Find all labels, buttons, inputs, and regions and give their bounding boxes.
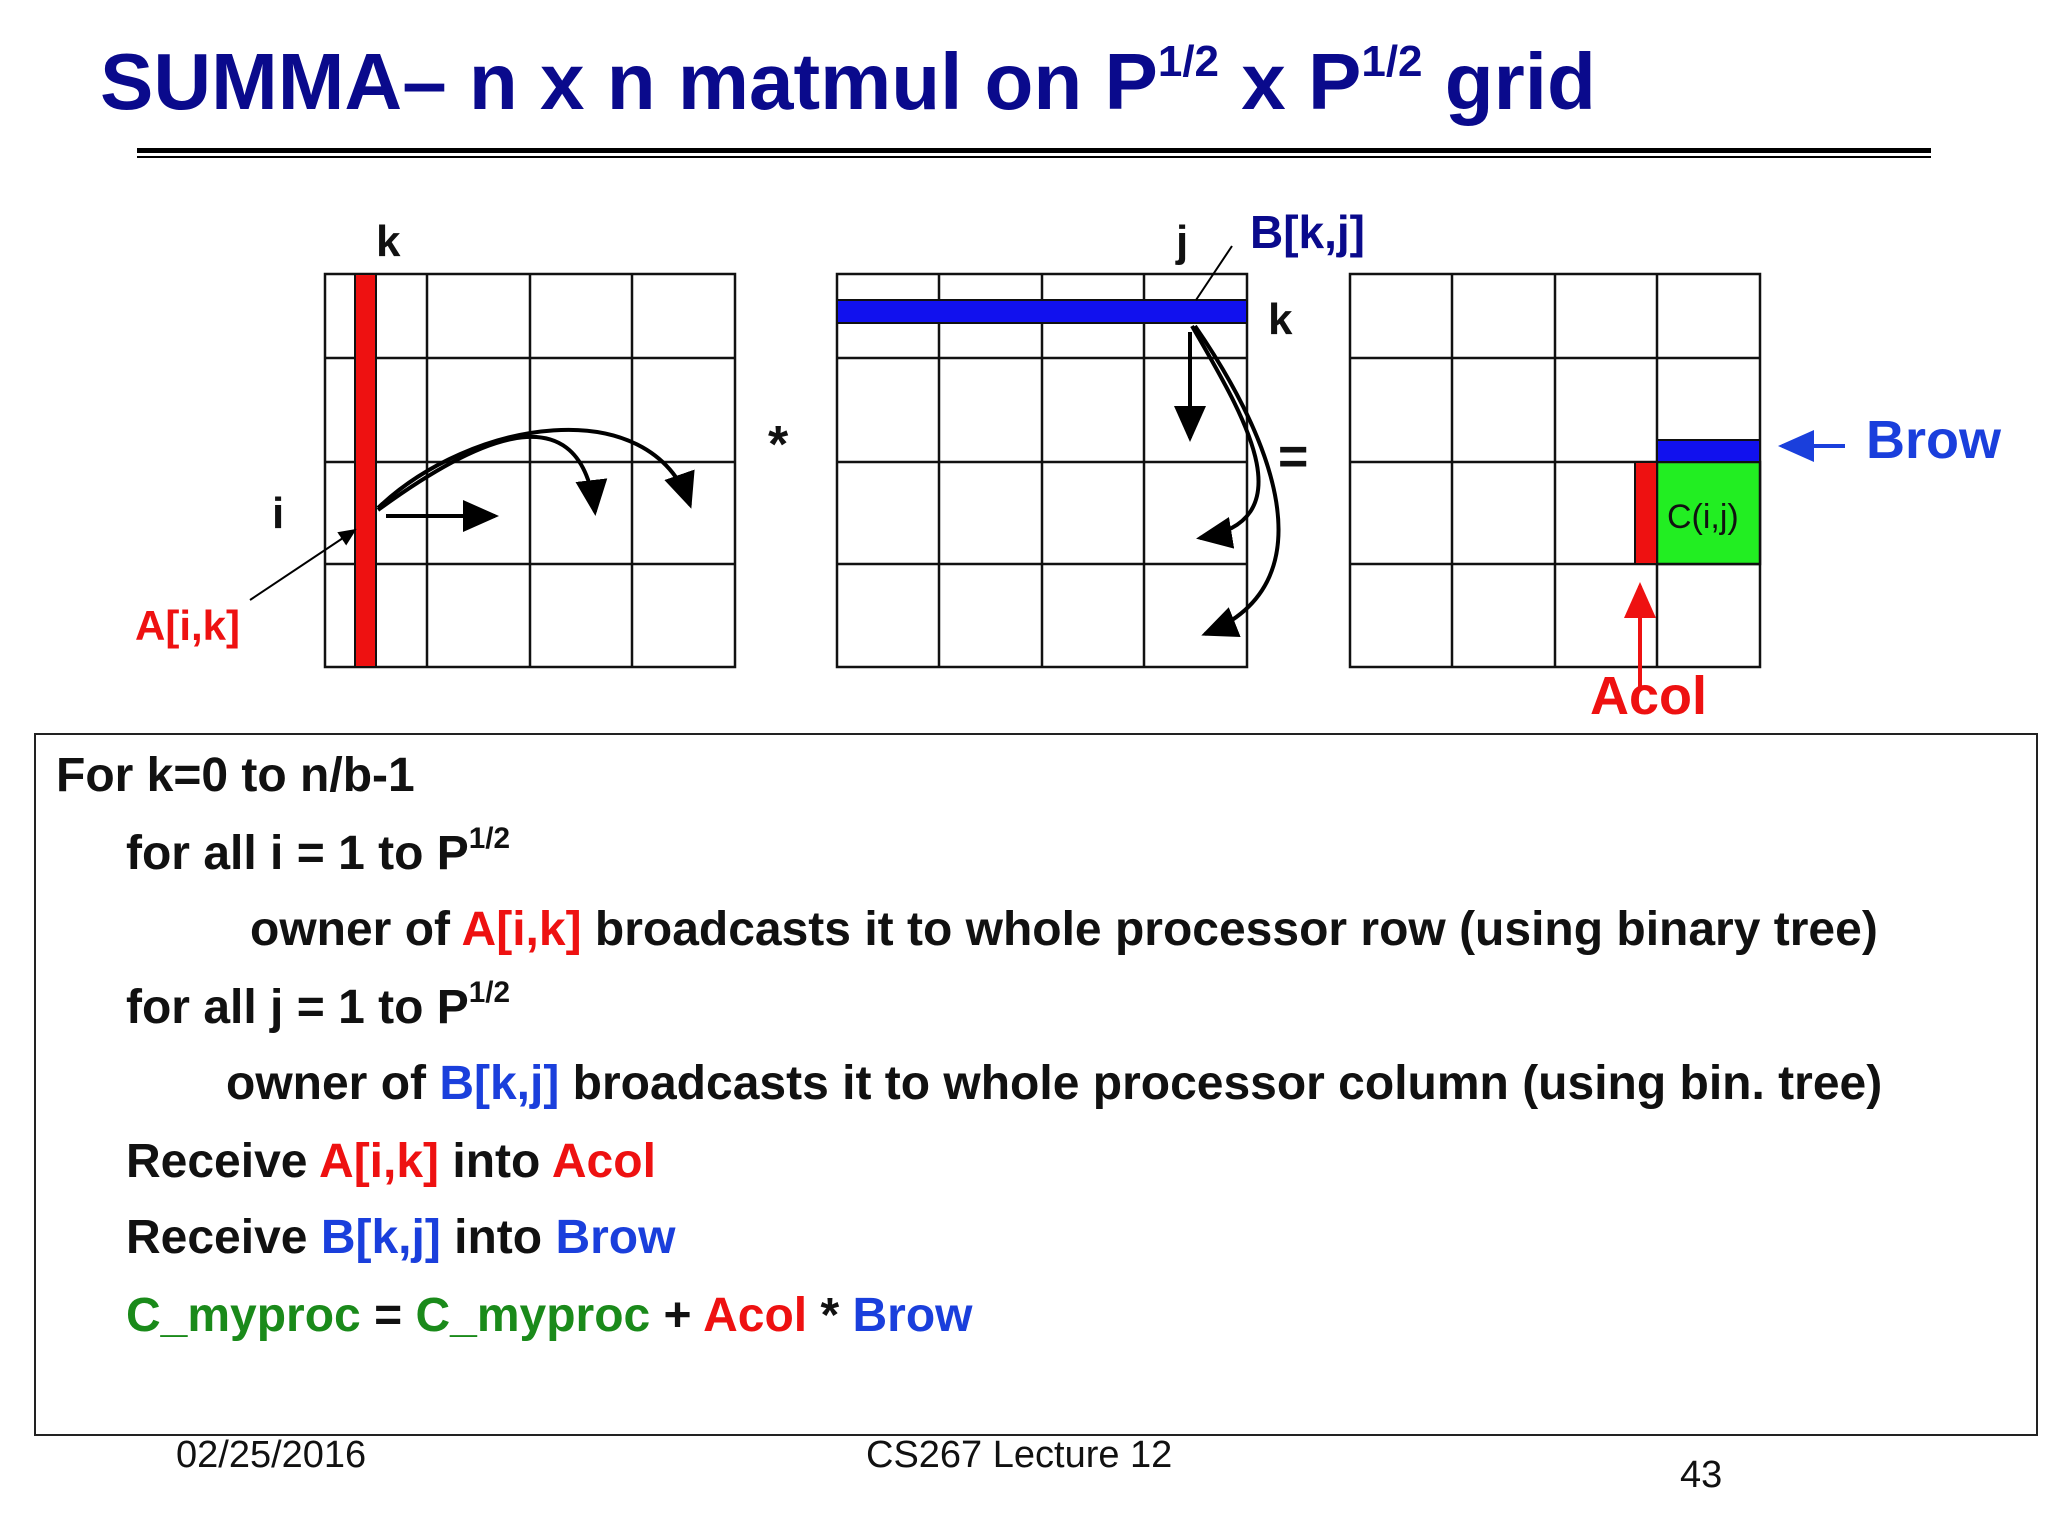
footer-page-number: 43	[1680, 1454, 1723, 1496]
algo-line-6: Receive A[i,k] into Acol	[126, 1135, 656, 1188]
op-equals: =	[1278, 428, 1308, 486]
brow-strip	[1656, 439, 1761, 463]
acol-strip	[1634, 461, 1658, 565]
algo-line-3: owner of A[i,k] broadcasts it to whole p…	[250, 903, 1878, 956]
label-cij: C(i,j)	[1667, 498, 1739, 536]
a-column-strip	[354, 273, 377, 668]
op-times: *	[768, 416, 789, 474]
label-k-b: k	[1268, 295, 1293, 344]
label-j: j	[1175, 217, 1188, 266]
algo-line-5: owner of B[k,j] broadcasts it to whole p…	[226, 1057, 1883, 1110]
label-i: i	[272, 489, 284, 538]
label-k-a: k	[376, 217, 401, 266]
algorithm-box	[34, 733, 2038, 1436]
aik-pointer	[249, 528, 357, 601]
label-bkj: B[k,j]	[1250, 206, 1365, 258]
bkj-pointer	[1195, 245, 1233, 301]
title-rule-thick	[137, 148, 1931, 153]
matrix-b-grid	[835, 272, 1249, 669]
algo-line-7: Receive B[k,j] into Brow	[126, 1211, 676, 1264]
slide-title: SUMMA– n x n matmul on P1/2 x P1/2 grid	[100, 37, 1596, 126]
algo-line-4: for all j = 1 to P1/2	[126, 976, 511, 1034]
title-rule-thin	[137, 156, 1931, 158]
b-row-strip	[836, 299, 1248, 324]
label-aik: A[i,k]	[135, 602, 240, 649]
algo-line-1: For k=0 to n/b-1	[56, 749, 415, 802]
summa-diagram: k i A[i,k] * j B[k,j] k = C(i,j) Brow Ac…	[135, 206, 2002, 726]
algo-line-2: for all i = 1 to P1/2	[126, 822, 511, 880]
footer-date: 02/25/2016	[176, 1434, 367, 1476]
algo-line-8: C_myproc = C_myproc + Acol * Brow	[126, 1289, 973, 1342]
footer-course: CS267 Lecture 12	[866, 1434, 1173, 1476]
b-broadcast-arrows	[1174, 324, 1281, 637]
a-broadcast-arrows	[376, 427, 695, 532]
matrix-a-grid	[323, 272, 737, 669]
label-acol: Acol	[1590, 666, 1707, 726]
label-brow: Brow	[1866, 410, 2002, 470]
